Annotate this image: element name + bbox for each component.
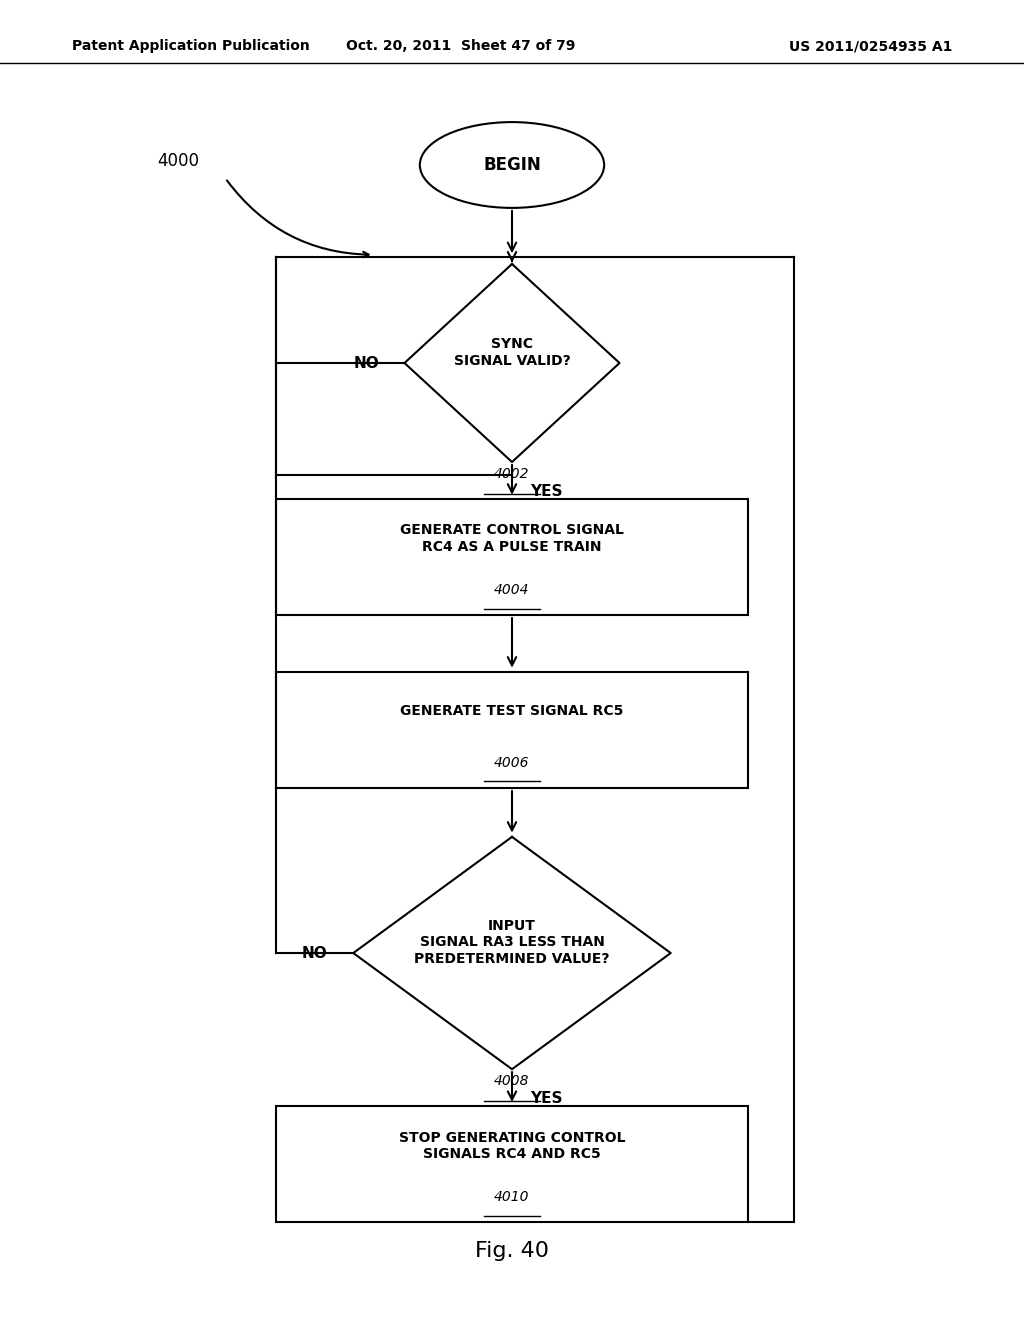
Text: YES: YES bbox=[530, 1090, 563, 1106]
Text: Fig. 40: Fig. 40 bbox=[475, 1241, 549, 1262]
Text: 4006: 4006 bbox=[495, 755, 529, 770]
Text: NO: NO bbox=[353, 355, 379, 371]
Text: INPUT
SIGNAL RA3 LESS THAN
PREDETERMINED VALUE?: INPUT SIGNAL RA3 LESS THAN PREDETERMINED… bbox=[415, 919, 609, 966]
Text: NO: NO bbox=[302, 945, 328, 961]
Text: 4004: 4004 bbox=[495, 582, 529, 597]
Text: BEGIN: BEGIN bbox=[483, 156, 541, 174]
Text: 4002: 4002 bbox=[495, 467, 529, 482]
Text: YES: YES bbox=[530, 483, 563, 499]
Text: GENERATE CONTROL SIGNAL
RC4 AS A PULSE TRAIN: GENERATE CONTROL SIGNAL RC4 AS A PULSE T… bbox=[400, 524, 624, 553]
Text: 4000: 4000 bbox=[158, 152, 200, 170]
Text: Oct. 20, 2011  Sheet 47 of 79: Oct. 20, 2011 Sheet 47 of 79 bbox=[346, 40, 575, 53]
Text: 4008: 4008 bbox=[495, 1074, 529, 1089]
Text: US 2011/0254935 A1: US 2011/0254935 A1 bbox=[788, 40, 952, 53]
Text: GENERATE TEST SIGNAL RC5: GENERATE TEST SIGNAL RC5 bbox=[400, 705, 624, 718]
Text: SYNC
SIGNAL VALID?: SYNC SIGNAL VALID? bbox=[454, 338, 570, 367]
Text: Patent Application Publication: Patent Application Publication bbox=[72, 40, 309, 53]
Text: STOP GENERATING CONTROL
SIGNALS RC4 AND RC5: STOP GENERATING CONTROL SIGNALS RC4 AND … bbox=[398, 1131, 626, 1160]
Text: 4010: 4010 bbox=[495, 1189, 529, 1204]
